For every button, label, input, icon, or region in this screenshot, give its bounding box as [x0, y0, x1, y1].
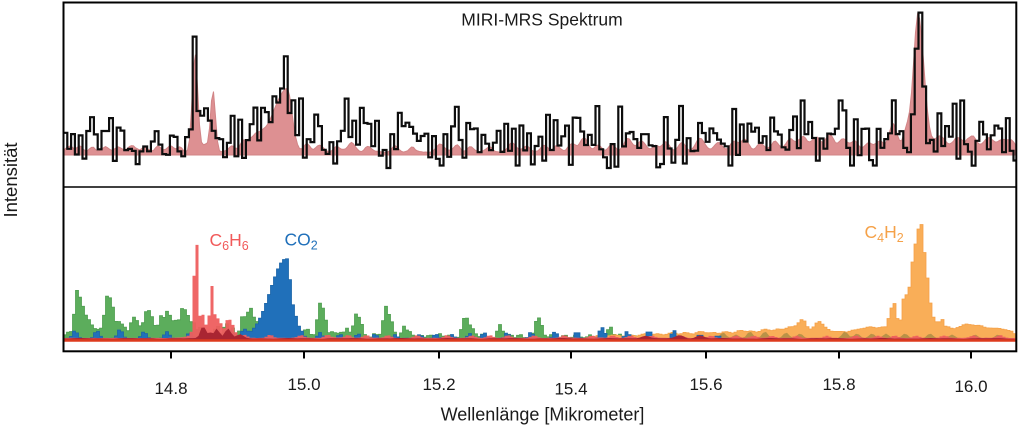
svg-text:16.0: 16.0 [954, 377, 987, 396]
svg-text:MIRI-MRS Spektrum: MIRI-MRS Spektrum [461, 10, 622, 30]
svg-text:CO2: CO2 [285, 230, 318, 253]
svg-text:Wellenlänge [Mikrometer]: Wellenlänge [Mikrometer] [441, 405, 645, 425]
svg-text:15.2: 15.2 [422, 375, 455, 394]
svg-text:14.8: 14.8 [154, 379, 187, 398]
svg-text:15.0: 15.0 [287, 375, 320, 394]
svg-text:15.6: 15.6 [689, 375, 722, 394]
svg-text:15.4: 15.4 [554, 380, 587, 399]
svg-text:C6H6: C6H6 [210, 230, 249, 253]
svg-text:15.8: 15.8 [822, 375, 855, 394]
svg-text:C4H2: C4H2 [865, 222, 904, 245]
svg-text:Intensität: Intensität [0, 142, 21, 217]
